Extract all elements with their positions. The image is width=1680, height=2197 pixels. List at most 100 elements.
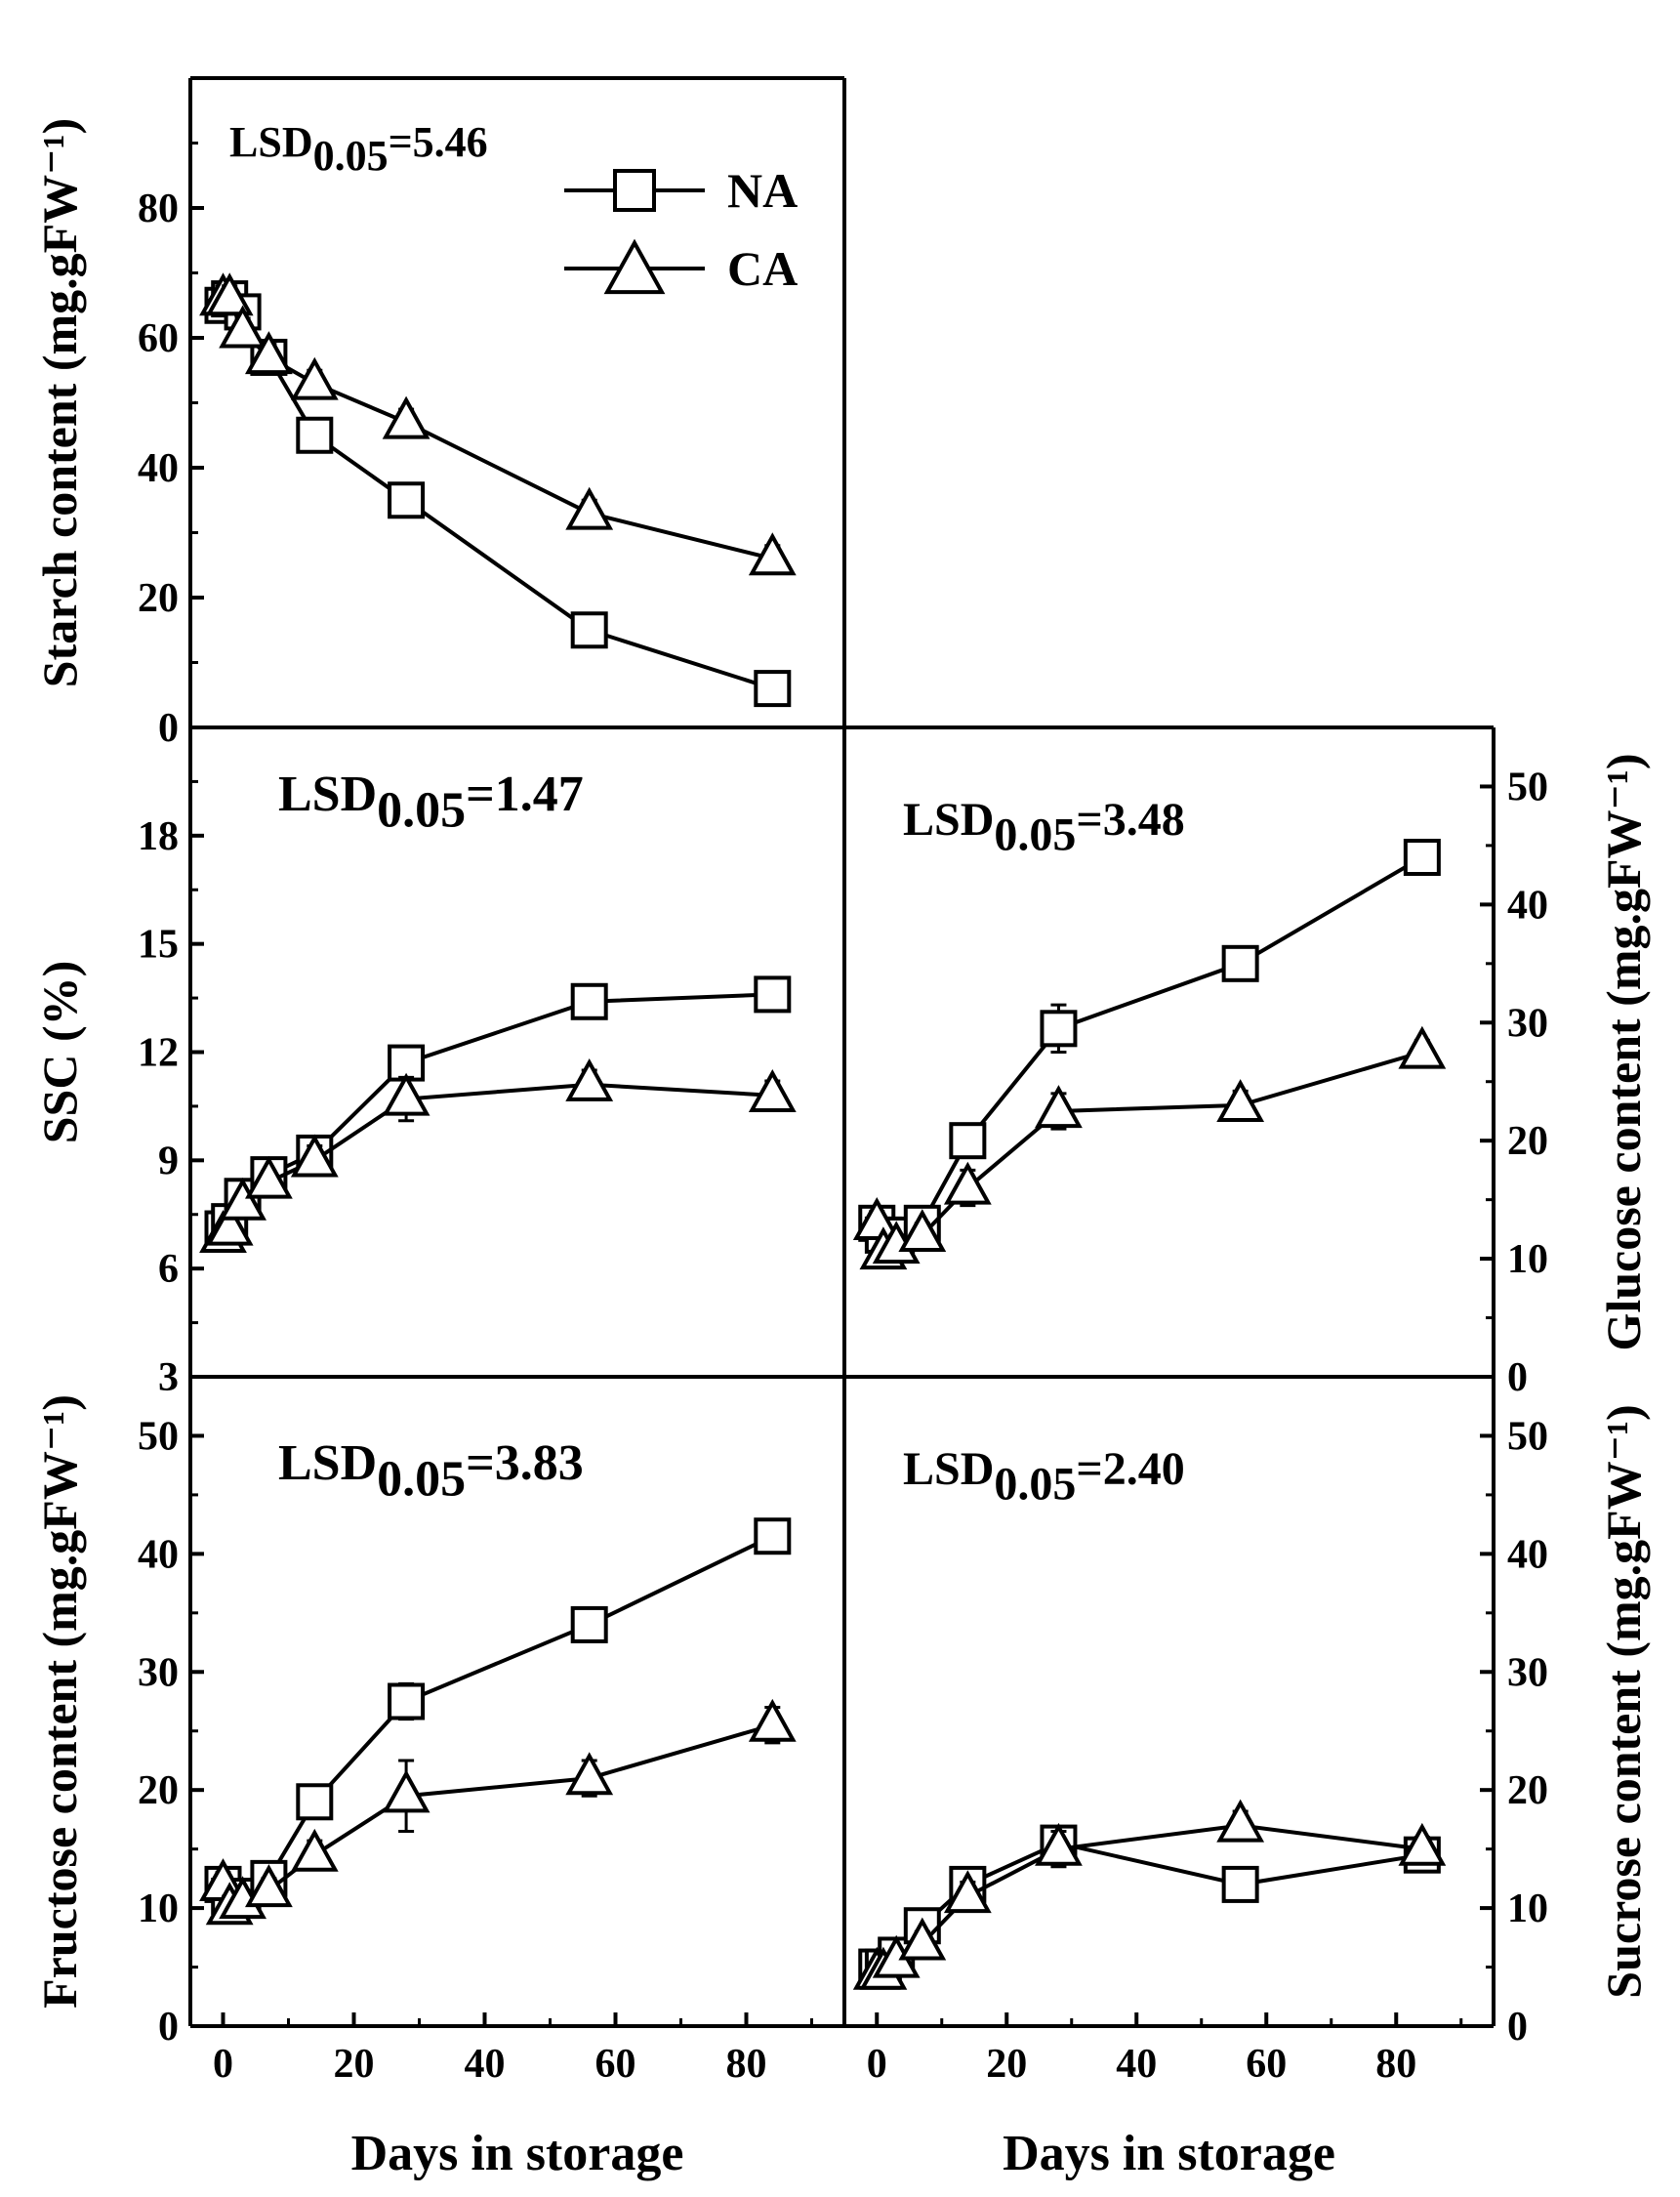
starch-series-na xyxy=(204,280,792,708)
square-marker xyxy=(570,611,608,649)
ssc-ca-point xyxy=(205,1202,254,1246)
starch-ca-point xyxy=(245,331,293,375)
fructose-series-ca xyxy=(199,1698,797,1926)
fructose-na-point xyxy=(570,1605,608,1643)
triangle-marker xyxy=(290,1828,339,1872)
y-tick-label: 30 xyxy=(138,1650,179,1695)
y-tick-label: 10 xyxy=(1507,1237,1548,1282)
fructose-ca-point xyxy=(382,1769,430,1813)
starch-panel: 0 20 40 60 80 Starch content (mg.gFW⁻¹) LSD0.0… xyxy=(32,118,798,751)
y-tick-label: 20 xyxy=(138,576,179,621)
square-marker xyxy=(296,1783,334,1821)
y-tick-label: 0 xyxy=(1507,1355,1528,1400)
triangle-marker xyxy=(382,395,430,439)
triangle-marker xyxy=(382,1769,430,1813)
square-marker xyxy=(613,169,656,212)
lsd-subscript: 0.05 xyxy=(313,132,389,180)
y-tick-label: 0 xyxy=(158,2005,179,2050)
glucose-series-na xyxy=(858,839,1441,1254)
lsd-value: =1.47 xyxy=(466,767,584,822)
triangle-marker xyxy=(943,1870,992,1914)
y-tick-label: 50 xyxy=(1507,765,1548,809)
triangle-marker xyxy=(205,1202,254,1246)
triangle-marker xyxy=(748,532,797,576)
starch-ca-point xyxy=(382,395,430,439)
y-tick-label: 10 xyxy=(138,1886,179,1931)
triangle-marker xyxy=(290,356,339,400)
triangle-marker xyxy=(245,1864,293,1908)
glucose-na-point xyxy=(1221,944,1259,982)
starch-ca-point xyxy=(205,272,254,316)
y-tick-label: 20 xyxy=(1507,1768,1548,1813)
starch-na-point xyxy=(296,416,334,454)
y-tick-label: 40 xyxy=(138,1532,179,1577)
lsd-subscript: 0.05 xyxy=(377,1452,466,1508)
ssc-panel: 3 6 9 12 15 18 SSC (%) LSD0.05=1.47 xyxy=(32,767,797,1400)
square-marker xyxy=(754,1517,792,1555)
lsd-subscript: 0.05 xyxy=(994,1458,1076,1510)
square-marker xyxy=(1221,1865,1259,1903)
fructose-ca-point xyxy=(565,1752,614,1796)
starch-na-line xyxy=(222,296,773,691)
sucrose-panel: 0 10 20 30 40 50 Sucrose content (mg.gFW⁻¹) 0 20… xyxy=(852,1404,1651,2181)
sucrose-x-axis-label: Days in storage xyxy=(1003,2126,1335,2181)
triangle-marker xyxy=(1216,1079,1265,1123)
starch-na-point xyxy=(388,481,426,519)
fructose-series-na xyxy=(204,1517,792,1915)
fructose-na-point xyxy=(296,1783,334,1821)
triangle-marker xyxy=(565,1752,614,1796)
glucose-na-point xyxy=(1403,839,1441,876)
triangle-marker xyxy=(748,1698,797,1742)
sucrose-ca-point xyxy=(1216,1799,1265,1843)
triangle-marker xyxy=(1216,1799,1265,1843)
triangle-marker xyxy=(565,1057,614,1101)
y-tick-label: 9 xyxy=(158,1139,179,1183)
triangle-marker xyxy=(1035,1085,1083,1129)
x-tick-label: 0 xyxy=(213,2042,233,2087)
y-tick-label: 40 xyxy=(1507,883,1548,928)
fructose-na-line xyxy=(221,1534,774,1898)
x-tick-label: 60 xyxy=(595,2042,636,2087)
triangle-marker xyxy=(245,331,293,375)
starch-series-ca xyxy=(199,272,797,576)
x-tick-label: 0 xyxy=(867,2042,887,2087)
legend-marker-na xyxy=(613,169,656,212)
square-marker xyxy=(1403,839,1441,876)
sucrose-series-na xyxy=(858,1824,1441,1986)
y-tick-label: 20 xyxy=(1507,1119,1548,1164)
lsd-value: =5.46 xyxy=(389,118,488,166)
triangle-marker xyxy=(748,1069,797,1112)
ssc-ca-point xyxy=(290,1134,339,1178)
starch-ca-point xyxy=(290,356,339,400)
y-tick-label: 60 xyxy=(138,316,179,361)
glucose-ca-point xyxy=(1035,1085,1083,1129)
y-tick-label: 50 xyxy=(1507,1414,1548,1459)
x-tick-label: 40 xyxy=(465,2042,506,2087)
x-tick-label: 20 xyxy=(334,2042,375,2087)
sucrose-ca-point xyxy=(898,1917,947,1961)
starch-lsd-label: LSD0.05=5.46 xyxy=(229,118,488,180)
glucose-na-point xyxy=(949,1122,987,1160)
starch-na-point xyxy=(570,611,608,649)
ssc-ca-point xyxy=(565,1057,614,1101)
square-marker xyxy=(754,975,792,1014)
square-marker xyxy=(1221,944,1259,982)
lsd-value: =2.40 xyxy=(1076,1443,1184,1495)
y-tick-label: 80 xyxy=(138,187,179,231)
y-tick-label: 40 xyxy=(1507,1532,1548,1577)
starch-ca-point xyxy=(219,305,266,349)
triangle-marker xyxy=(1398,1025,1447,1069)
fructose-na-point xyxy=(388,1682,426,1720)
triangle-marker xyxy=(852,1197,901,1240)
y-tick-label: 30 xyxy=(1507,1650,1548,1695)
triangle-marker xyxy=(219,1177,266,1221)
sucrose-lsd-label: LSD0.05=2.40 xyxy=(903,1443,1185,1510)
ssc-na-point xyxy=(570,982,608,1020)
square-marker xyxy=(388,1682,426,1720)
y-tick-label: 3 xyxy=(158,1355,179,1400)
triangle-marker xyxy=(245,1155,293,1199)
triangle-marker xyxy=(382,1072,430,1116)
square-marker xyxy=(1040,1010,1078,1048)
triangle-marker xyxy=(219,305,266,349)
glucose-ca-point xyxy=(898,1209,947,1253)
